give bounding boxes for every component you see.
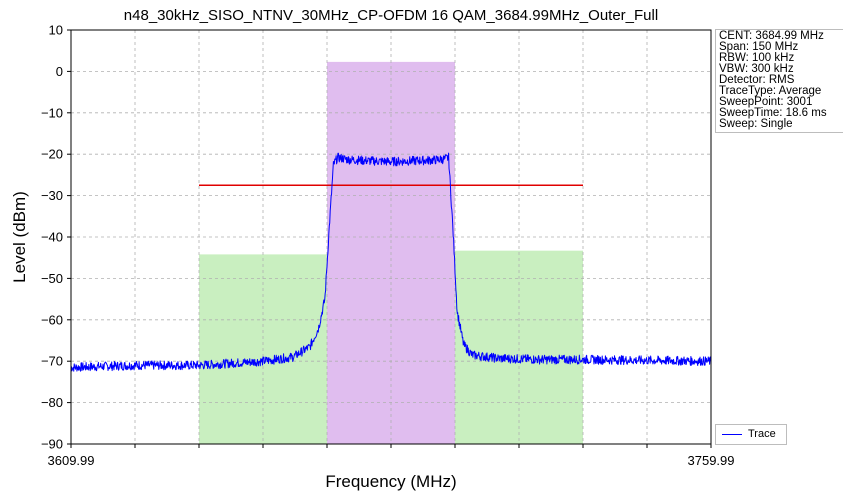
y-tick-label: 10 [49,23,63,38]
info-span: Span: 150 MHz [719,41,799,53]
y-tick-label: −10 [41,105,63,120]
info-sweep: Sweep: Single [719,118,793,130]
legend: Trace [715,424,787,445]
x-tick-label: 3759.99 [688,453,735,468]
chart-title: n48_30kHz_SISO_NTNV_30MHz_CP-OFDM 16 QAM… [124,7,658,24]
grid-lines [71,30,711,444]
trace-line [70,152,712,372]
y-tick-label: −20 [41,147,63,162]
info-sweep-time: SweepTime: 18.6 ms [719,107,827,119]
y-tick-label: 0 [56,64,63,79]
y-tick-label: −70 [41,354,63,369]
y-tick-label: −40 [41,230,63,245]
y-tick-label: −90 [41,437,63,452]
trace-group [70,152,712,372]
x-tick-label: 3609.99 [48,453,95,468]
info-vbw: VBW: 300 kHz [719,63,794,75]
info-trace-type: TraceType: Average [719,85,822,97]
x-axis-label: Frequency (MHz) [325,472,456,491]
y-tick-label: −60 [41,312,63,327]
legend-trace-swatch [722,434,742,435]
info-rbw: RBW: 100 kHz [719,52,795,64]
y-tick-label: −30 [41,188,63,203]
info-center: CENT: 3684.99 MHz [719,30,824,42]
y-tick-label: −80 [41,395,63,410]
y-tick-label: −50 [41,271,63,286]
info-sweep-point: SweepPoint: 3001 [719,96,813,108]
legend-trace-label: Trace [748,428,776,440]
measurement-info-box: CENT: 3684.99 MHz Span: 150 MHz RBW: 100… [715,29,843,133]
y-axis-ticks: 10 0 −10 −20 −30 −40 −50 −60 −70 −80 −90 [41,23,71,452]
y-axis-label: Level (dBm) [10,191,29,283]
info-detector: Detector: RMS [719,74,795,86]
x-axis-ticks: 3609.99 3759.99 [48,444,735,468]
